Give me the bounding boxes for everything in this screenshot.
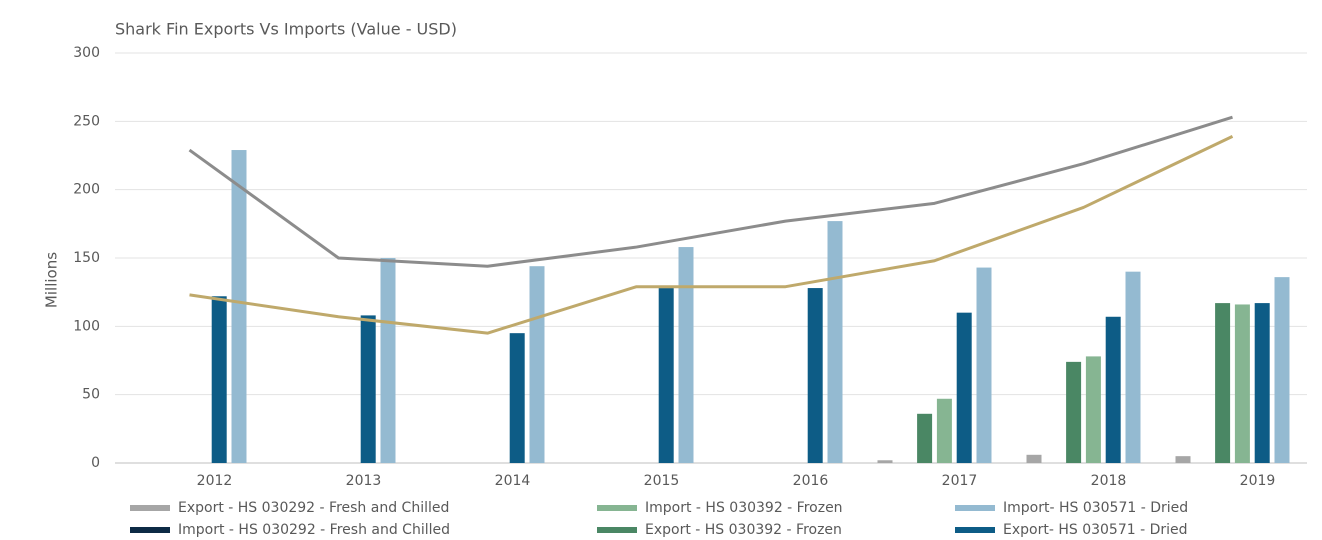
- legend-swatch: [130, 527, 170, 533]
- x-tick-label: 2014: [495, 473, 531, 489]
- y-tick-label: 150: [73, 250, 100, 266]
- bar: [1234, 304, 1250, 463]
- bar: [877, 460, 893, 463]
- chart-title: Shark Fin Exports Vs Imports (Value - US…: [115, 20, 457, 39]
- legend-label: Import - HS 030392 - Frozen: [645, 500, 843, 516]
- y-axis-label: Millions: [43, 252, 61, 308]
- x-tick-label: 2017: [942, 473, 978, 489]
- bar: [917, 413, 933, 463]
- bar: [1274, 277, 1290, 463]
- line-series: [189, 135, 1234, 335]
- x-tick-label: 2013: [346, 473, 382, 489]
- bar: [678, 247, 694, 463]
- bar: [936, 398, 952, 463]
- y-tick-label: 300: [73, 45, 100, 61]
- bar: [1105, 316, 1121, 463]
- line-series: [188, 115, 1233, 268]
- y-tick-label: 200: [73, 182, 100, 198]
- legend-label: Export- HS 030571 - Dried: [1003, 522, 1188, 538]
- bar: [827, 221, 843, 463]
- y-tick-label: 50: [82, 387, 100, 403]
- legend-swatch: [955, 527, 995, 533]
- y-tick-label: 100: [73, 318, 100, 334]
- legend-label: Import - HS 030292 - Fresh and Chilled: [178, 522, 450, 538]
- legend-swatch: [955, 505, 995, 511]
- bar: [509, 333, 525, 463]
- y-tick-label: 250: [73, 113, 100, 129]
- bar: [231, 150, 247, 464]
- legend-swatch: [597, 527, 637, 533]
- legend-swatch: [130, 505, 170, 511]
- bar: [1125, 271, 1141, 463]
- bar: [1175, 456, 1191, 463]
- bar: [1254, 303, 1270, 463]
- x-tick-label: 2019: [1240, 473, 1276, 489]
- legend-label: Import- HS 030571 - Dried: [1003, 500, 1188, 516]
- bar: [976, 267, 992, 463]
- bar: [1215, 303, 1231, 463]
- bar: [360, 315, 376, 463]
- legend-label: Export - HS 030392 - Frozen: [645, 522, 842, 538]
- legend-label: Export - HS 030292 - Fresh and Chilled: [178, 500, 449, 516]
- bar: [1085, 356, 1101, 463]
- bar: [807, 288, 823, 463]
- x-tick-label: 2012: [197, 473, 233, 489]
- x-tick-label: 2018: [1091, 473, 1127, 489]
- bar: [658, 288, 674, 463]
- bar: [1066, 361, 1082, 463]
- bar: [211, 296, 227, 463]
- bar: [529, 266, 545, 463]
- bar: [380, 258, 396, 463]
- legend-swatch: [597, 505, 637, 511]
- bar: [1026, 454, 1042, 463]
- x-tick-label: 2015: [644, 473, 680, 489]
- y-tick-label: 0: [91, 455, 100, 471]
- x-tick-label: 2016: [793, 473, 829, 489]
- bar: [956, 312, 972, 463]
